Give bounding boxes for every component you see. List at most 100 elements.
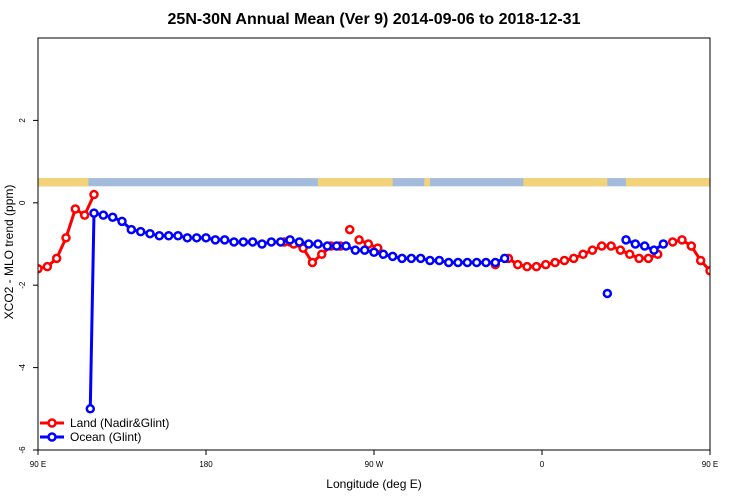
data-point — [107, 212, 118, 222]
data-point — [307, 257, 318, 268]
data-point — [354, 235, 364, 245]
data-point — [378, 249, 389, 260]
data-point — [686, 241, 697, 251]
y-axis: -6 -4 -2 0 2 — [18, 118, 38, 454]
data-point — [285, 235, 295, 245]
y-tick-label: 0 — [18, 200, 27, 205]
legend-label: Land (Nadir&Glint) — [70, 416, 169, 430]
data-point — [522, 261, 532, 272]
data-point — [677, 235, 687, 245]
data-point — [191, 233, 202, 243]
data-point — [596, 241, 607, 251]
data-point — [531, 261, 542, 272]
x-tick-label: 180 — [199, 460, 213, 469]
data-point — [667, 237, 678, 247]
data-point — [397, 253, 407, 264]
data-point — [229, 237, 239, 247]
data-point — [587, 245, 598, 255]
data-point — [630, 239, 641, 249]
data-point — [550, 257, 560, 268]
data-point — [173, 231, 183, 241]
data-point — [359, 245, 370, 255]
data-point — [70, 204, 81, 214]
x-tick-label: 90 E — [30, 460, 46, 469]
x-tick-label: 0 — [540, 460, 545, 469]
data-point — [540, 259, 551, 270]
legend-swatch-marker — [47, 418, 57, 428]
x-axis-label: Longitude (deg E) — [326, 477, 421, 491]
data-point — [51, 253, 62, 264]
data-point — [621, 235, 631, 245]
data-point — [415, 253, 426, 264]
data-point — [38, 263, 43, 274]
data-point — [163, 231, 174, 241]
data-point — [462, 257, 473, 268]
data-point — [98, 210, 109, 220]
y-tick-label: -4 — [18, 363, 27, 371]
x-tick-label: 90 W — [365, 460, 384, 469]
data-point — [42, 261, 53, 272]
data-point — [61, 233, 71, 243]
series-ocean — [85, 208, 669, 414]
data-point — [425, 255, 435, 266]
data-point — [89, 189, 99, 200]
y-tick-label: -6 — [18, 446, 27, 454]
data-point — [658, 239, 669, 249]
data-point — [341, 241, 351, 251]
data-point — [135, 226, 146, 237]
data-point — [499, 253, 510, 264]
x-axis: 90 E 180 90 W 0 90 E — [30, 450, 718, 469]
data-point — [434, 255, 445, 266]
data-point — [89, 208, 99, 218]
data-point — [387, 251, 398, 262]
data-point — [266, 237, 277, 247]
data-point — [201, 233, 211, 243]
data-point — [275, 237, 286, 247]
data-point — [568, 253, 579, 264]
data-point — [481, 257, 491, 268]
data-point — [85, 404, 96, 414]
data-point — [210, 235, 221, 245]
x-tick-label: 90 E — [702, 460, 718, 469]
data-point — [695, 255, 706, 266]
data-point — [313, 239, 323, 249]
data-point — [145, 228, 155, 239]
legend: Land (Nadir&Glint)Ocean (Glint) — [40, 416, 169, 444]
data-point — [639, 241, 650, 251]
data-point — [606, 241, 616, 251]
data-point — [294, 237, 305, 247]
y-tick-label: -2 — [18, 281, 27, 289]
data-point — [512, 259, 523, 270]
data-point — [443, 257, 454, 268]
map-land-segment — [38, 178, 89, 187]
data-point — [117, 216, 127, 227]
data-point — [350, 245, 361, 255]
data-point — [634, 253, 644, 264]
map-land-segment — [626, 178, 710, 187]
data-point — [257, 239, 267, 249]
map-land-segment — [424, 178, 430, 187]
data-point — [79, 210, 90, 220]
y-tick-label: 2 — [18, 118, 27, 123]
data-point — [154, 231, 165, 241]
data-point — [331, 241, 342, 251]
data-point — [705, 266, 710, 276]
series-layer — [38, 189, 710, 414]
y-axis-label: XCO2 - MLO trend (ppm) — [2, 185, 16, 320]
data-point — [238, 237, 249, 247]
legend-swatch-marker — [47, 432, 57, 442]
data-point — [182, 233, 193, 243]
data-point — [126, 224, 137, 235]
data-point — [219, 235, 230, 245]
data-point — [247, 237, 258, 247]
map-land-segment — [318, 178, 393, 187]
data-point — [615, 245, 626, 255]
data-point — [559, 255, 570, 266]
data-point — [578, 249, 588, 260]
data-point — [490, 257, 501, 268]
data-point — [602, 288, 613, 299]
data-point — [406, 253, 417, 264]
data-point — [316, 249, 327, 260]
legend-label: Ocean (Glint) — [70, 430, 141, 444]
